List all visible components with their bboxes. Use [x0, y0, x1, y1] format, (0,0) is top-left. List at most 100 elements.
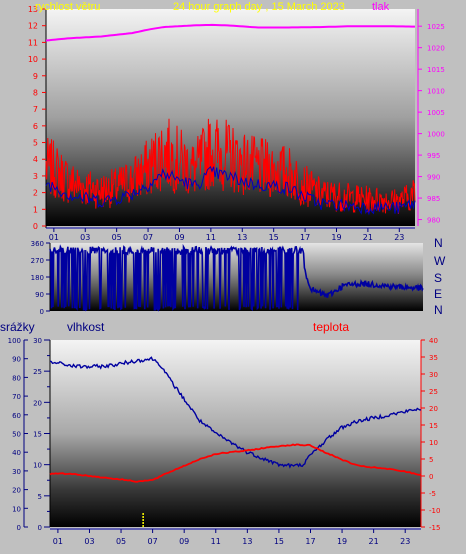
hour-tick-label: 21: [369, 537, 379, 546]
pressure-axis-label: tlak: [372, 1, 390, 13]
pressure-tick-label: 1025: [427, 23, 445, 31]
humidity-axis-label: vlhkost: [67, 320, 105, 334]
hour-tick-label: 17: [300, 233, 310, 242]
hour-tick-label: 19: [331, 233, 341, 242]
pressure-tick-label: 1015: [427, 66, 445, 74]
wind-tick-label: 2: [33, 189, 38, 198]
wind-axis-label: rychlost větru: [35, 1, 101, 13]
wind-tick-label: 0: [33, 222, 38, 231]
wind-tick-label: 7: [33, 105, 38, 114]
climate-plot-area: [50, 340, 421, 527]
pressure-tick-label: 1020: [427, 45, 445, 53]
humidity-tick-label: 30: [33, 337, 42, 345]
humidity-line: [49, 356, 422, 469]
rain-tick-label: 60: [12, 412, 21, 420]
wind-speed-line: [45, 118, 416, 214]
hour-tick-label: 15: [274, 537, 284, 546]
temperature-tick-label: 35: [429, 354, 438, 362]
direction-label-n1: N: [434, 236, 443, 250]
humidity-tick-label: 0: [38, 524, 42, 532]
rain-tick-label: 20: [12, 487, 21, 495]
temperature-tick-label: -10: [429, 507, 440, 515]
pressure-tick-label: 995: [427, 152, 440, 160]
hour-tick-label: 01: [49, 233, 59, 242]
hour-tick-label: 03: [84, 537, 94, 546]
rain-tick-label: 90: [12, 356, 21, 364]
temperature-axis-label: teplota: [313, 320, 350, 334]
hour-tick-label: 11: [211, 537, 221, 546]
wind-tick-label: 9: [33, 72, 38, 81]
rain-tick-label: 10: [12, 505, 21, 513]
wind-tick-label: 10: [28, 55, 38, 64]
wind-plot-area: [46, 9, 415, 226]
temperature-tick-label: 20: [429, 405, 438, 413]
hour-tick-label: 07: [143, 233, 153, 242]
chart-title: 24 hour graph day , 15 March 2023: [173, 1, 345, 13]
hour-tick-label: 17: [305, 537, 315, 546]
wind-tick-label: 12: [28, 22, 38, 31]
hour-tick-label: 07: [148, 537, 158, 546]
direction-label-w: W: [434, 254, 446, 268]
hour-tick-label: 13: [242, 537, 252, 546]
hour-tick-label: 01: [53, 537, 63, 546]
direction-tick-label: 90: [35, 291, 44, 299]
hour-tick-label: 13: [237, 233, 247, 242]
wind-tick-label: 5: [33, 139, 38, 148]
direction-label-n2: N: [434, 303, 443, 317]
temperature-tick-label: -5: [429, 490, 436, 498]
hour-tick-label: 15: [269, 233, 279, 242]
pressure-line: [45, 23, 415, 42]
rain-tick-label: 100: [8, 337, 21, 345]
humidity-tick-label: 15: [33, 431, 42, 439]
pressure-tick-label: 985: [427, 195, 440, 203]
temperature-tick-label: 25: [429, 388, 438, 396]
hour-tick-label: 23: [394, 233, 404, 242]
rain-axis-label: srážky: [0, 320, 35, 334]
hour-tick-label: 19: [337, 537, 347, 546]
temperature-tick-label: 10: [429, 439, 438, 447]
rain-tick-label: 80: [12, 374, 21, 382]
hour-tick-label: 21: [363, 233, 373, 242]
wind-tick-label: 11: [28, 38, 38, 47]
wind-average-line: [45, 166, 416, 216]
rain-tick-label: 50: [12, 431, 21, 439]
pressure-tick-label: 1005: [427, 109, 445, 117]
wind-tick-label: 8: [33, 88, 38, 97]
hour-tick-label: 23: [400, 537, 410, 546]
hour-tick-label: 09: [174, 233, 184, 242]
rain-tick-label: 0: [17, 524, 21, 532]
pressure-tick-label: 1000: [427, 131, 445, 139]
hour-tick-label: 11: [206, 233, 216, 242]
rain-tick-label: 40: [12, 449, 21, 457]
direction-tick-label: 0: [40, 308, 44, 316]
wind-tick-label: 1: [33, 205, 38, 214]
pressure-tick-label: 1010: [427, 88, 445, 96]
humidity-tick-label: 10: [33, 462, 42, 470]
wind-tick-label: 6: [33, 122, 38, 131]
rain-tick-label: 70: [12, 393, 21, 401]
wind-tick-label: 4: [33, 155, 38, 164]
temperature-tick-label: 40: [429, 337, 438, 345]
temperature-tick-label: -15: [429, 524, 440, 532]
hour-tick-label: 03: [80, 233, 90, 242]
wind-tick-label: 13: [28, 5, 38, 14]
hour-tick-label: 05: [112, 233, 122, 242]
hour-tick-label: 09: [179, 537, 189, 546]
pressure-tick-label: 990: [427, 174, 440, 182]
direction-label-s: S: [434, 271, 443, 285]
temperature-tick-label: 5: [429, 456, 433, 464]
direction-label-e: E: [434, 287, 443, 301]
hour-tick-label: 05: [116, 537, 126, 546]
temperature-tick-label: 30: [429, 371, 438, 379]
rain-tick-label: 30: [12, 468, 21, 476]
temperature-tick-label: 15: [429, 422, 438, 430]
temperature-tick-label: 0: [429, 473, 433, 481]
wind-direction-line: [49, 243, 424, 312]
humidity-tick-label: 20: [33, 399, 42, 407]
pressure-tick-label: 980: [427, 217, 440, 225]
wind-tick-label: 3: [33, 172, 38, 181]
direction-tick-label: 180: [31, 274, 44, 282]
humidity-tick-label: 25: [33, 368, 42, 376]
